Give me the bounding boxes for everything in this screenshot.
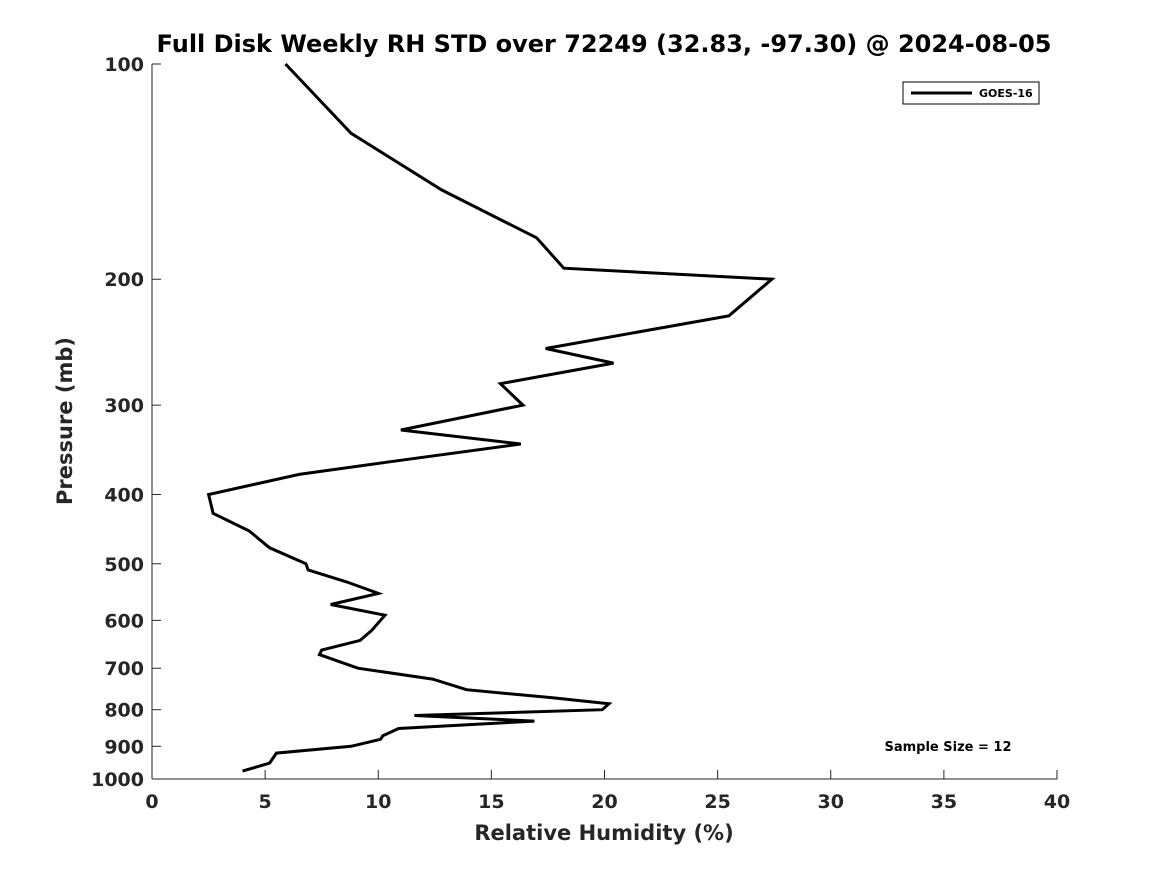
y-tick-label: 100 xyxy=(104,54,144,76)
x-tick-label: 5 xyxy=(259,791,272,813)
x-axis-label: Relative Humidity (%) xyxy=(474,821,733,845)
y-tick-label: 1000 xyxy=(91,769,144,791)
x-tick-label: 30 xyxy=(818,791,844,813)
x-tick-label: 40 xyxy=(1044,791,1070,813)
y-tick-label: 400 xyxy=(104,484,144,506)
x-axis-ticks: 0 5 10 15 20 25 30 35 40 xyxy=(145,770,1070,813)
chart-title: Full Disk Weekly RH STD over 72249 (32.8… xyxy=(157,30,1052,58)
y-tick-label: 200 xyxy=(104,269,144,291)
sample-size-annotation: Sample Size = 12 xyxy=(884,740,1011,755)
legend: GOES-16 xyxy=(902,81,1040,105)
y-tick-label: 300 xyxy=(104,395,144,417)
series-points-goes-16 xyxy=(208,63,773,772)
y-tick-label: 500 xyxy=(104,554,144,576)
x-tick-label: 20 xyxy=(591,791,617,813)
y-tick-label: 900 xyxy=(104,736,144,758)
y-tick-label: 700 xyxy=(104,658,144,680)
y-axis-ticks: 100 200 300 400 500 600 700 800 900 1000 xyxy=(91,54,161,791)
x-tick-label: 10 xyxy=(365,791,391,813)
legend-label: GOES-16 xyxy=(979,87,1033,100)
x-tick-label: 35 xyxy=(931,791,957,813)
x-tick-label: 15 xyxy=(478,791,504,813)
y-tick-label: 800 xyxy=(104,700,144,722)
x-tick-label: 25 xyxy=(704,791,730,813)
x-tick-label: 0 xyxy=(145,791,158,813)
y-axis-label: Pressure (mb) xyxy=(53,337,77,505)
y-tick-label: 600 xyxy=(104,610,144,632)
